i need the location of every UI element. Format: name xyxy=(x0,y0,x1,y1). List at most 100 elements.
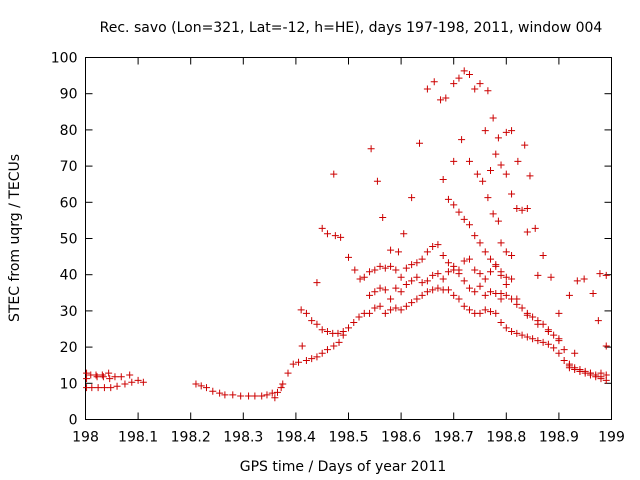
data-point xyxy=(423,288,431,296)
data-point xyxy=(367,145,375,153)
data-point xyxy=(381,286,389,294)
data-point xyxy=(416,139,424,147)
data-point xyxy=(387,306,395,314)
data-point xyxy=(592,371,600,379)
data-point xyxy=(258,392,266,400)
x-tick-label: 198.4 xyxy=(276,430,316,446)
data-point xyxy=(476,239,484,247)
data-point xyxy=(88,384,96,392)
data-point xyxy=(437,96,445,104)
data-point xyxy=(331,232,339,240)
data-point xyxy=(526,172,534,180)
data-point xyxy=(94,384,102,392)
data-point xyxy=(465,71,473,79)
data-point xyxy=(318,349,326,357)
data-point xyxy=(455,208,463,216)
data-point xyxy=(508,328,516,336)
data-point xyxy=(602,271,610,279)
data-point xyxy=(402,264,410,272)
data-point xyxy=(460,215,468,223)
data-point xyxy=(373,177,381,185)
data-point xyxy=(514,157,522,165)
data-point xyxy=(476,309,484,317)
data-point xyxy=(487,288,495,296)
data-point xyxy=(596,270,604,278)
data-point xyxy=(251,392,259,400)
data-point xyxy=(351,266,359,274)
data-point xyxy=(589,290,597,298)
data-point xyxy=(442,94,450,102)
data-point xyxy=(460,277,468,285)
data-point xyxy=(518,304,526,312)
data-point xyxy=(534,271,542,279)
data-point xyxy=(139,378,147,386)
data-point xyxy=(586,369,594,377)
y-tick-label: 20 xyxy=(60,340,78,356)
data-point xyxy=(497,239,505,247)
data-point xyxy=(337,233,345,241)
data-point xyxy=(413,295,421,303)
data-point xyxy=(502,291,510,299)
data-point xyxy=(573,277,581,285)
data-point xyxy=(366,309,374,317)
data-point xyxy=(192,380,200,388)
data-point xyxy=(371,266,379,274)
data-point xyxy=(502,324,510,332)
data-point xyxy=(297,306,305,314)
y-tick-label: 90 xyxy=(60,87,78,103)
data-point xyxy=(492,261,500,269)
x-axis-ticks: 198 198.1 198.2 198.3 198.4 198.5 198.6 198.7 19… xyxy=(72,57,625,446)
data-point xyxy=(366,268,374,276)
data-point xyxy=(492,309,500,317)
data-point xyxy=(408,277,416,285)
x-tick-label: 198.8 xyxy=(486,430,526,446)
data-point xyxy=(444,286,452,294)
data-point xyxy=(444,195,452,203)
data-points xyxy=(83,67,610,402)
data-point xyxy=(481,306,489,314)
data-point xyxy=(387,246,395,254)
data-point xyxy=(330,342,338,350)
data-point xyxy=(221,391,229,399)
data-point xyxy=(494,217,502,225)
data-point xyxy=(335,338,343,346)
data-point xyxy=(544,340,552,348)
data-point xyxy=(580,275,588,283)
data-point xyxy=(455,74,463,82)
data-point xyxy=(460,257,468,265)
data-point xyxy=(345,324,352,332)
data-point xyxy=(366,291,374,299)
data-point xyxy=(429,286,437,294)
data-point xyxy=(356,275,364,283)
data-point xyxy=(381,309,389,317)
y-axis-label: STEC from uqrg / TECUs xyxy=(7,154,23,322)
data-point xyxy=(529,335,537,343)
data-point xyxy=(381,264,389,272)
data-point xyxy=(502,128,510,136)
data-point xyxy=(318,326,326,334)
data-point xyxy=(455,295,463,303)
x-tick-label: 198.5 xyxy=(328,430,368,446)
chart-title: Rec. savo (Lon=321, Lat=-12, h=HE), days… xyxy=(100,20,603,36)
data-point xyxy=(413,273,421,281)
data-point xyxy=(508,127,516,135)
data-point xyxy=(481,248,489,256)
data-point xyxy=(418,291,426,299)
data-point xyxy=(408,299,416,307)
data-point xyxy=(497,318,505,326)
data-point xyxy=(539,252,547,260)
data-point xyxy=(418,279,426,287)
data-point xyxy=(302,309,310,317)
data-point xyxy=(439,175,447,183)
data-point xyxy=(489,210,497,218)
data-point xyxy=(497,290,505,298)
data-point xyxy=(539,338,547,346)
data-point xyxy=(245,392,253,400)
data-point xyxy=(397,288,405,296)
data-point xyxy=(229,391,237,399)
data-point xyxy=(471,266,479,274)
data-point xyxy=(560,346,568,354)
data-point xyxy=(334,329,342,337)
x-tick-label: 198.1 xyxy=(118,430,158,446)
data-point xyxy=(487,268,495,276)
